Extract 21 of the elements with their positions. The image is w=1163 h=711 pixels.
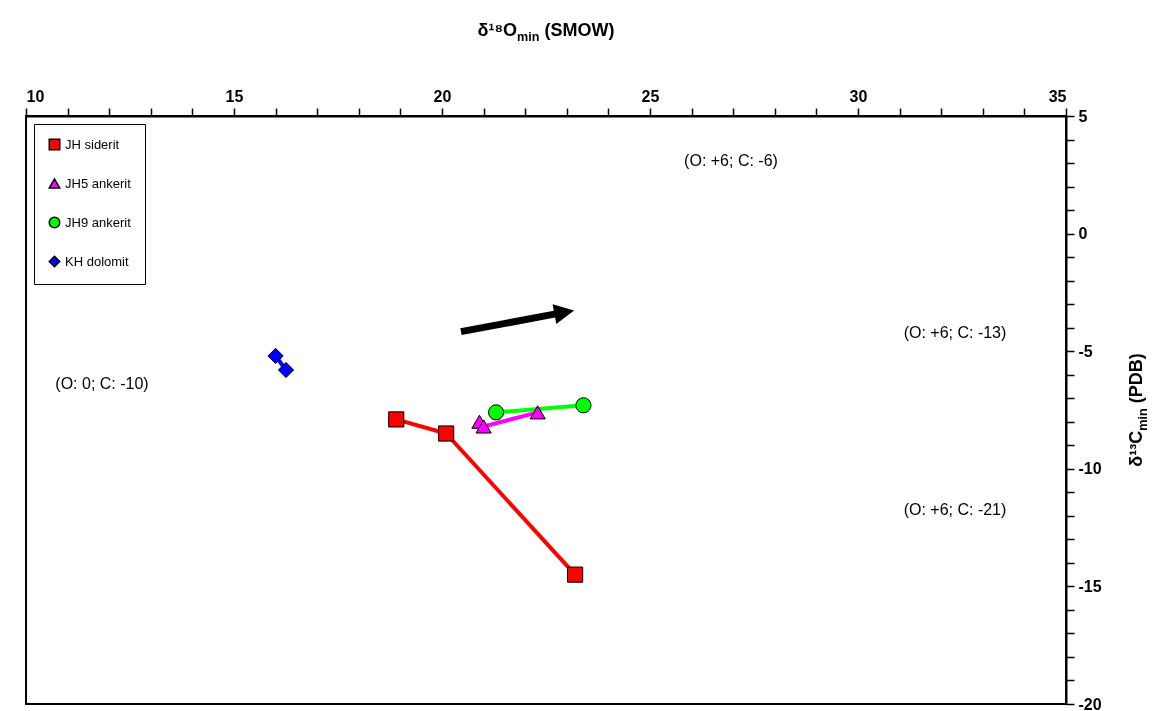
y-tick-label: -10 — [1078, 460, 1102, 478]
x-tick-label: 35 — [1048, 87, 1067, 105]
y-tick-label: -5 — [1078, 342, 1093, 360]
y-tick-label: -20 — [1078, 695, 1102, 711]
legend-label: KH dolomit — [65, 253, 129, 269]
x-tick-label: 10 — [26, 87, 45, 105]
annotation: (O: +6; C: -13) — [903, 324, 1007, 342]
x-axis-title: δ¹⁸O$_{min}$ (SMOW) — [476, 20, 616, 44]
x-tick-label: 25 — [641, 87, 660, 105]
legend-label: JH9 ankerit — [65, 214, 132, 230]
y-tick-label: 5 — [1078, 107, 1088, 125]
annotation: (O: 0; C: -10) — [55, 375, 149, 393]
annotation: (O: +6; C: -6) — [684, 152, 778, 170]
x-tick-label: 20 — [433, 87, 452, 105]
annotation: (O: +6; C: -21) — [903, 501, 1007, 519]
x-tick-label: 30 — [849, 87, 868, 105]
y-tick-label: -15 — [1078, 577, 1102, 595]
x-tick-label: 15 — [225, 87, 244, 105]
y-tick-label: 0 — [1078, 225, 1088, 243]
legend-label: JH siderit — [65, 136, 120, 152]
legend-label: JH5 ankerit — [65, 175, 132, 191]
